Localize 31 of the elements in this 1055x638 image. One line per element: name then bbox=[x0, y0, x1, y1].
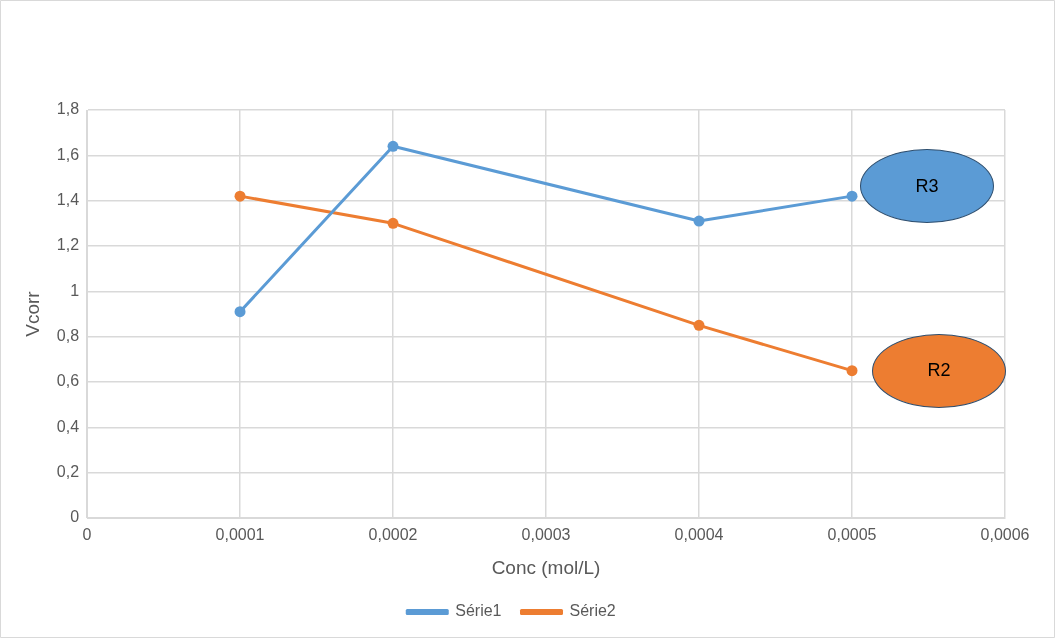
point bbox=[693, 319, 705, 331]
x-tick-label: 0,0006 bbox=[980, 526, 1030, 544]
point bbox=[387, 217, 399, 229]
x-tick-label: 0 bbox=[82, 526, 92, 544]
x-tick-label: 0,0004 bbox=[674, 526, 724, 544]
oval-label: R3 bbox=[860, 149, 994, 224]
point bbox=[387, 140, 399, 152]
y-tick-label: 1,6 bbox=[56, 145, 80, 163]
y-tick-label: 0,4 bbox=[56, 417, 80, 435]
y-tick-label: 0 bbox=[70, 508, 80, 526]
y-tick-label: 1,4 bbox=[56, 191, 80, 209]
point bbox=[234, 306, 246, 318]
y-tick-label: 0,8 bbox=[56, 327, 80, 345]
point bbox=[846, 190, 858, 202]
legend-label: Série1 bbox=[455, 602, 502, 620]
point bbox=[234, 190, 246, 202]
y-tick-label: 0,2 bbox=[56, 463, 80, 481]
y-tick-label: 0,6 bbox=[56, 372, 80, 390]
oval-label: R2 bbox=[872, 333, 1006, 408]
y-tick-label: 1,2 bbox=[56, 236, 80, 254]
point bbox=[846, 365, 858, 377]
x-tick-label: 0,0002 bbox=[368, 526, 418, 544]
x-tick-label: 0,0003 bbox=[521, 526, 571, 544]
x-tick-label: 0,0005 bbox=[827, 526, 877, 544]
y-tick-label: 1,8 bbox=[56, 100, 80, 118]
legend-label: Série2 bbox=[569, 602, 616, 620]
x-axis-title: Conc (mol/L) bbox=[491, 556, 601, 578]
x-tick-label: 0,0001 bbox=[215, 526, 265, 544]
point bbox=[693, 215, 705, 227]
y-tick-label: 1 bbox=[70, 281, 80, 299]
y-axis-title: Vcorr bbox=[21, 290, 43, 337]
